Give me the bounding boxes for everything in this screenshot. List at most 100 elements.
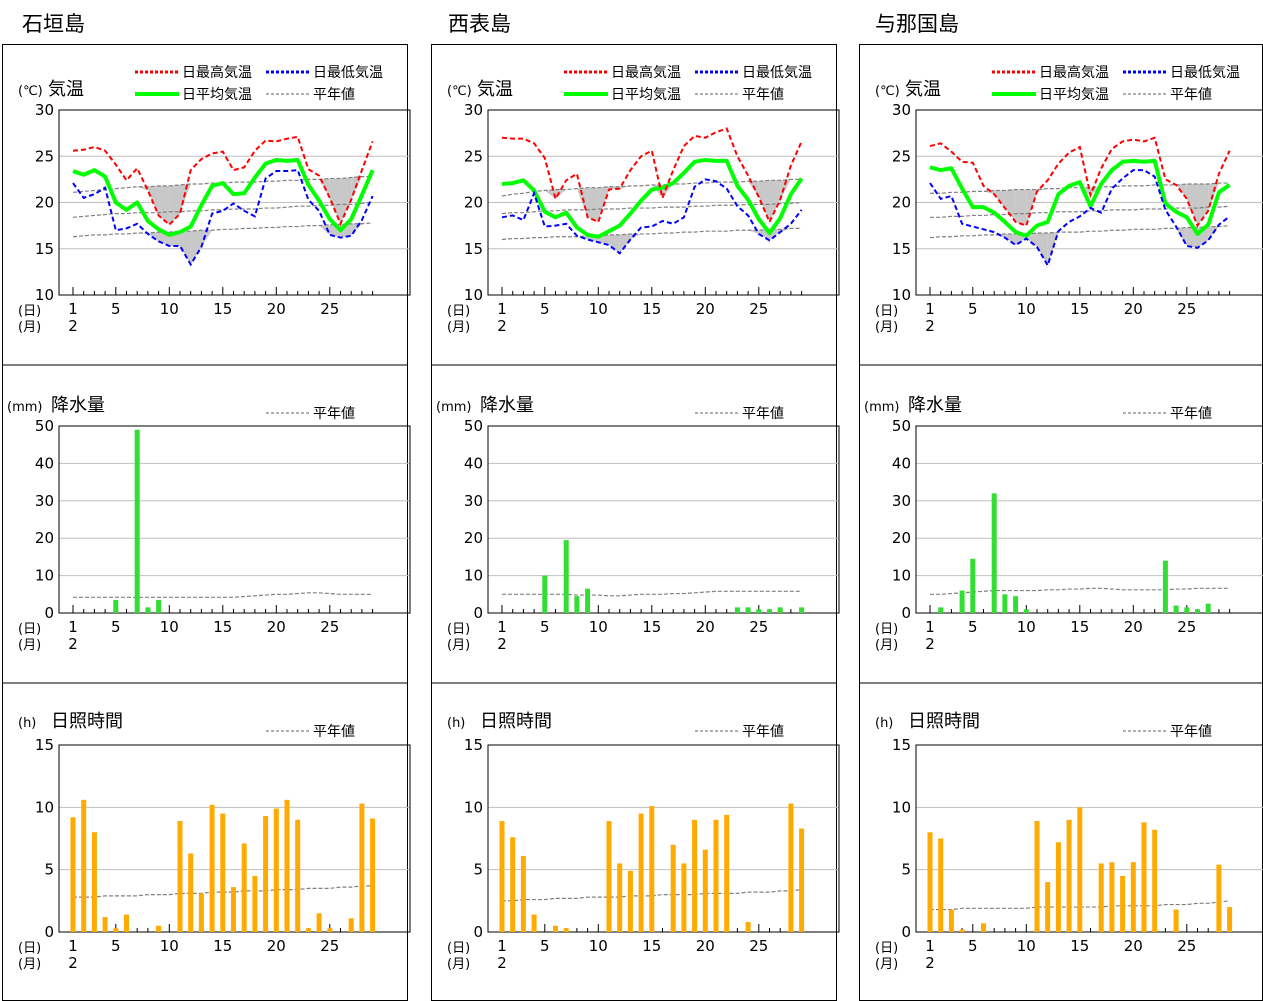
sun-0-bar [316, 913, 322, 932]
sun-2-plot-frame [915, 744, 1263, 933]
temp-0-ytick-label: 10 [35, 286, 54, 304]
sun-1-bar [510, 837, 516, 932]
temp-2-anomaly-fill-min [1037, 233, 1048, 266]
sun-2-bar [1098, 863, 1104, 932]
sun-0-month-value: 2 [68, 954, 78, 972]
sun-2-bar [948, 909, 954, 932]
precip-1-ytick-label: 0 [473, 604, 483, 622]
temp-0-xtick-label: 15 [213, 300, 232, 318]
precip-1-bar [799, 607, 805, 613]
sun-0-xtick-label: 1 [68, 937, 78, 955]
sun-0-ytick-label: 5 [44, 861, 54, 879]
sun-1-bar [520, 855, 526, 932]
temp-2-anomaly-fill-max [1208, 183, 1219, 211]
precip-0-axis-month-label: (月) [18, 638, 41, 653]
sun-0-bar [295, 819, 301, 932]
sun-0-axis-day-label: (日) [18, 941, 41, 956]
temp-0-anomaly-fill-min [319, 224, 330, 235]
sun-1-ytick-label: 5 [473, 861, 483, 879]
sun-2-bar [1077, 807, 1083, 932]
temp-0-series-normal-min [72, 222, 373, 238]
temp-1-legend-max-label: 日最高気温 [611, 64, 681, 81]
sun-1-bar [799, 828, 805, 932]
temp-2-anomaly-fill-max [1004, 189, 1016, 222]
temp-1-anomaly-fill-min [619, 233, 631, 254]
sun-1-xtick-label: 25 [749, 937, 768, 955]
temp-0-anomaly-fill-max [137, 186, 148, 191]
precip-0-xtick-label: 15 [213, 618, 232, 636]
precip-1-bar [563, 540, 569, 613]
precip-0-xtick-label: 5 [111, 618, 121, 636]
temp-1-xtick-label: 1 [497, 300, 507, 318]
sun-0-bar [327, 928, 333, 932]
sun-1-xtick-label: 15 [642, 937, 661, 955]
sun-0-axis-month-label: (月) [18, 957, 41, 972]
sun-0-bar [102, 917, 108, 932]
precip-2-bar [1013, 596, 1019, 613]
precip-0-ytick-label: 30 [35, 492, 54, 510]
sun-1-ytick-label: 10 [464, 798, 483, 816]
sun-2-bar [1055, 842, 1061, 932]
precip-1-xtick-label: 1 [497, 618, 507, 636]
sun-2-bar [1152, 829, 1158, 932]
sun-1-plot-frame [487, 744, 840, 933]
precip-0-ytick-label: 50 [35, 417, 54, 435]
precip-1-legend-normal-label: 平年値 [742, 406, 784, 422]
precip-1-ytick-label: 50 [464, 417, 483, 435]
precip-2-bar [1173, 605, 1179, 613]
temp-2-axis-month-label: (月) [875, 320, 898, 335]
temp-0-xtick-label: 10 [160, 300, 179, 318]
sun-0-ytick-label: 10 [35, 798, 54, 816]
temp-1-anomaly-fill-max [544, 189, 556, 199]
temp-2-anomaly-fill-max [994, 190, 1005, 209]
precip-2-xtick-label: 10 [1017, 618, 1036, 636]
temp-0-anomaly-fill-min [190, 230, 202, 265]
sun-1-bar [553, 925, 558, 932]
precip-2-bar [1002, 594, 1008, 613]
sun-1-bar [563, 928, 569, 932]
temp-1-ytick-label: 25 [464, 147, 483, 165]
temp-0-legend-normal-label: 平年値 [313, 87, 355, 103]
precip-1-axis-month-label: (月) [447, 638, 470, 653]
sun-2-bar [1141, 822, 1147, 932]
sun-0-bar [359, 803, 365, 932]
sun-0-bar [348, 918, 354, 932]
sun-2-bar [1066, 819, 1072, 932]
temp-1-legend-avg-label: 日平均気温 [611, 87, 681, 103]
temp-2-legend-normal-label: 平年値 [1170, 87, 1212, 103]
temp-0-anomaly-fill-max [158, 185, 170, 225]
precip-2-title: 降水量 [908, 395, 962, 416]
sun-1-bar [724, 814, 730, 932]
temp-2-xtick-label: 5 [968, 300, 978, 318]
temp-0-ytick-label: 25 [35, 147, 54, 165]
sun-1-bar [649, 806, 655, 932]
sun-0-legend-normal-label: 平年値 [313, 724, 355, 740]
sun-1-bar [670, 844, 676, 932]
temp-2-legend-max-label: 日最高気温 [1039, 64, 1109, 81]
temp-1-xtick-label: 20 [696, 300, 715, 318]
precip-2-xtick-label: 1 [925, 618, 935, 636]
temp-0-legend-avg-label: 日平均気温 [182, 87, 252, 103]
precip-0-bar [113, 599, 119, 613]
sun-1-bar [713, 819, 719, 932]
precip-1-bar [542, 575, 548, 613]
temp-2-ytick-label: 15 [892, 240, 911, 258]
temp-0-axis-day-label: (日) [18, 304, 41, 319]
temp-1-legend-normal-label: 平年値 [742, 87, 784, 103]
sun-1-bar [606, 821, 612, 932]
precip-2-bar [1162, 560, 1168, 613]
temp-2-xtick-label: 1 [925, 300, 935, 318]
sun-2-bar [1034, 821, 1040, 932]
temp-2-unit: (℃) [875, 84, 900, 99]
temp-2-series-normal-min [929, 225, 1230, 239]
precip-2-series-normal [930, 587, 1230, 595]
sun-2-legend-normal-label: 平年値 [1170, 724, 1212, 740]
precip-0-xtick-label: 20 [267, 618, 286, 636]
precip-2-bar [938, 607, 944, 613]
station-title-yonaguni: 与那国島 [875, 12, 959, 36]
temp-2-series-normal-avg [930, 205, 1230, 218]
sun-0-bar [241, 843, 247, 932]
sun-2-axis-month-label: (月) [875, 957, 898, 972]
sun-0-bar [177, 821, 183, 932]
sun-1-title: 日照時間 [480, 711, 552, 732]
